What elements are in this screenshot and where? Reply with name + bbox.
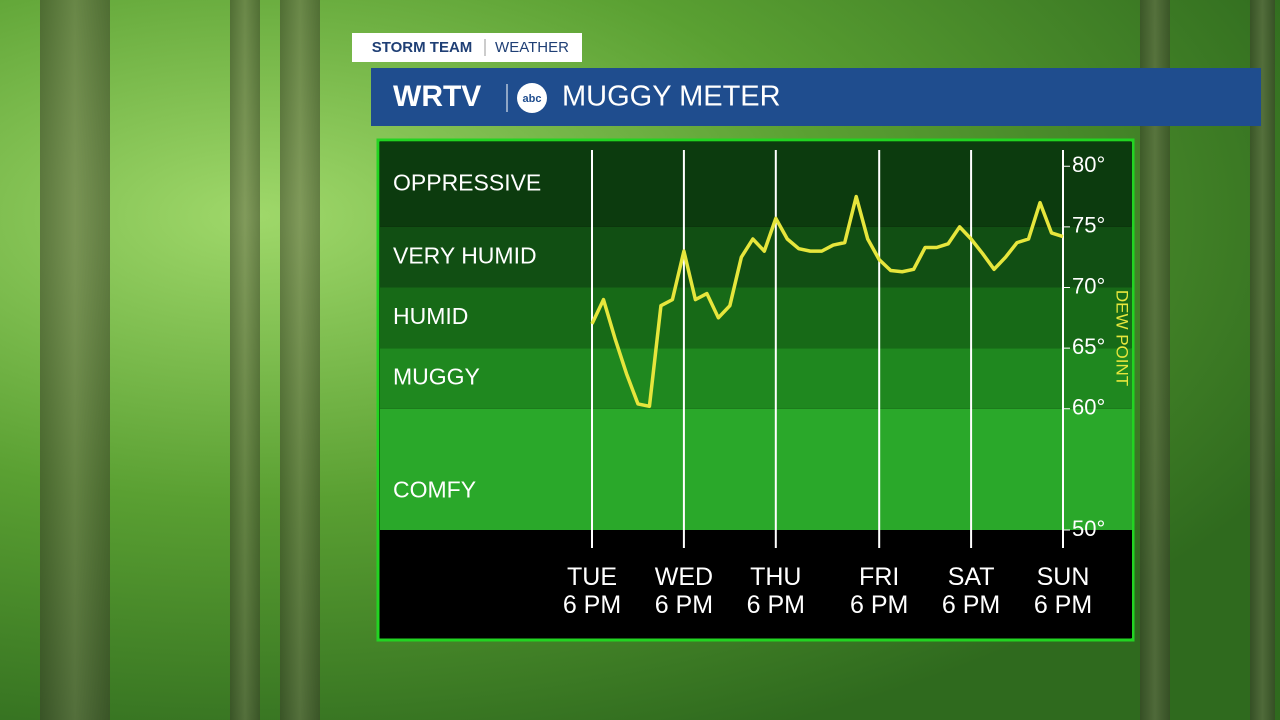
x-tick-label: FRI 6 PM <box>850 563 909 619</box>
x-tick-label: THU 6 PM <box>746 563 805 619</box>
tree <box>230 0 260 720</box>
y-tick-label: 65° <box>1072 334 1105 359</box>
y-axis-label: DEW POINT <box>1113 290 1132 386</box>
network: abc <box>523 93 542 105</box>
band-label: VERY HUMID <box>393 242 537 268</box>
y-tick-label: 50° <box>1072 516 1105 541</box>
plot: COMFY MUGGY HUMID VERY HUMID OPPRESSIVE 50° 60… <box>380 142 1132 638</box>
badge-box <box>352 33 582 62</box>
band-label: OPPRESSIVE <box>393 170 541 196</box>
title-bar <box>371 68 1261 126</box>
tree <box>40 0 110 720</box>
network-logo <box>517 83 547 113</box>
y-tick-label: 70° <box>1072 273 1105 298</box>
x-tick-label: SAT 6 PM <box>941 563 1001 619</box>
chart-title: MUGGY METER <box>562 81 781 113</box>
y-tick-label: 60° <box>1072 395 1105 420</box>
band <box>380 408 1132 530</box>
dew-point-line <box>590 194 1064 409</box>
band-label: MUGGY <box>393 364 480 390</box>
x-tick-label: WED 6 PM <box>654 563 714 619</box>
y-tick-label: 75° <box>1072 213 1105 238</box>
x-axis-strip <box>380 530 1132 638</box>
station: WRTV <box>393 80 481 113</box>
x-tick-label: SUN 6 PM <box>1033 563 1093 619</box>
x-tick-label: TUE 6 PM <box>562 563 622 619</box>
band <box>380 142 1132 227</box>
band-label: HUMID <box>393 303 468 329</box>
band-label: COMFY <box>393 476 476 502</box>
tree <box>280 0 320 720</box>
y-tick-label: 80° <box>1072 152 1105 177</box>
badge: STORM TEAM <box>372 39 473 56</box>
band <box>380 287 1132 349</box>
badge-sub: WEATHER <box>495 39 569 56</box>
band <box>380 348 1132 409</box>
